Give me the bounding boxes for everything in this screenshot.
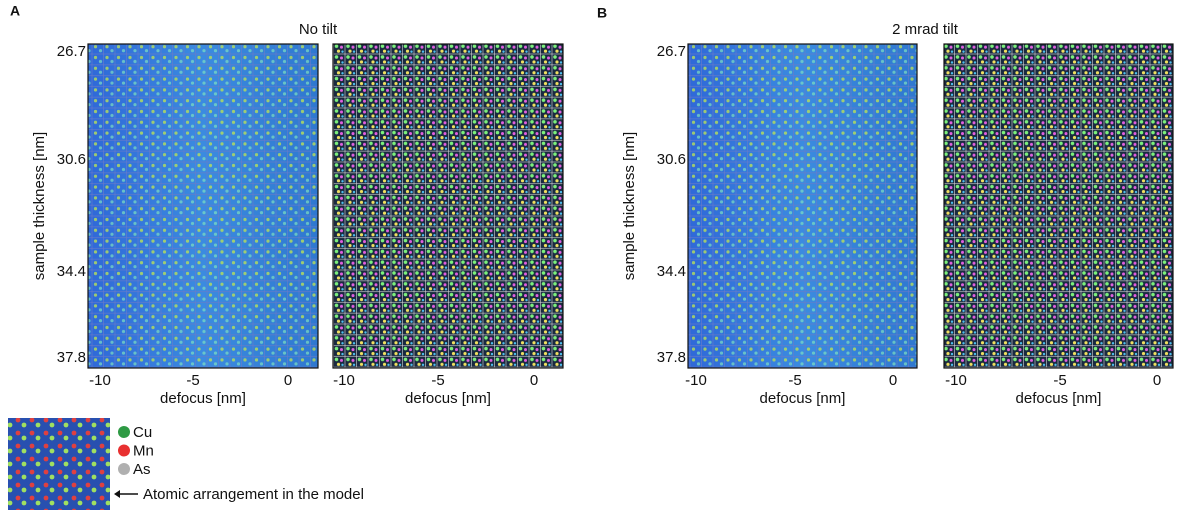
legend-marker <box>118 463 130 475</box>
x-tick-label: 0 <box>1153 372 1161 389</box>
legend-marker <box>118 444 130 457</box>
legend-label: As <box>133 461 151 478</box>
x-tick-label: 0 <box>889 372 897 389</box>
legend-image <box>8 418 110 510</box>
panel-label: B <box>597 5 607 21</box>
legend-caption: Atomic arrangement in the model <box>143 486 364 503</box>
panel-label: A <box>10 3 20 19</box>
x-axis-label: defocus [nm] <box>160 390 246 407</box>
image-grid <box>943 43 1174 369</box>
image-grid <box>332 43 564 369</box>
x-axis-label: defocus [nm] <box>405 390 491 407</box>
y-tick-label: 30.6 <box>57 151 86 168</box>
image-grid <box>87 43 319 369</box>
y-tick-label: 26.7 <box>657 43 686 60</box>
legend-label: Mn <box>133 442 154 459</box>
arrow-head <box>114 490 120 498</box>
x-tick-label: -10 <box>685 372 707 389</box>
y-tick-label: 37.8 <box>57 349 86 366</box>
x-tick-label: -10 <box>945 372 967 389</box>
y-tick-label: 30.6 <box>657 151 686 168</box>
y-tick-label: 37.8 <box>657 349 686 366</box>
panel-title: 2 mrad tilt <box>892 21 959 38</box>
y-axis-label: sample thickness [nm] <box>31 132 48 280</box>
y-axis-label: sample thickness [nm] <box>621 132 638 280</box>
x-tick-label: -5 <box>431 372 444 389</box>
x-tick-label: -5 <box>1053 372 1066 389</box>
x-tick-label: -5 <box>788 372 801 389</box>
y-tick-label: 34.4 <box>57 263 86 280</box>
panels: A No tilt sample thickness [nm] 26.7 30.6 34.… <box>10 3 1174 407</box>
x-tick-label: -10 <box>333 372 355 389</box>
y-tick-label: 26.7 <box>57 43 86 60</box>
legend-marker <box>118 426 130 438</box>
image-grid <box>687 43 918 369</box>
x-tick-label: 0 <box>530 372 538 389</box>
legend-label: Cu <box>133 424 152 441</box>
x-axis-label: defocus [nm] <box>1016 390 1102 407</box>
x-tick-label: -10 <box>89 372 111 389</box>
x-tick-label: 0 <box>284 372 292 389</box>
y-tick-label: 34.4 <box>657 263 686 280</box>
x-tick-label: -5 <box>186 372 199 389</box>
x-axis-label: defocus [nm] <box>760 390 846 407</box>
panel-title: No tilt <box>299 21 338 38</box>
